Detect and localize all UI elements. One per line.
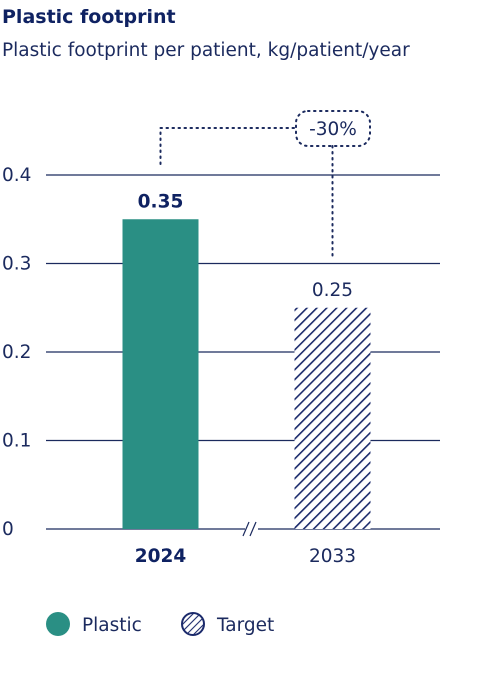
- legend-label: Target: [216, 615, 274, 636]
- y-tick-label: 0.2: [2, 342, 31, 363]
- data-label: 0.35: [138, 191, 184, 212]
- legend-swatch-target: [181, 612, 205, 636]
- chart-subtitle: Plastic footprint per patient, kg/patien…: [2, 40, 410, 61]
- bar-2033-target: [294, 307, 371, 529]
- bar-2024-plastic: [122, 219, 199, 529]
- y-tick-label: 0.4: [2, 165, 31, 186]
- y-tick-label: 0.3: [2, 254, 31, 275]
- annotation-badge: [295, 110, 371, 147]
- annotation-connector: [159, 127, 297, 165]
- y-tick-label: 0.1: [2, 431, 31, 452]
- axis-break-mark: [242, 521, 250, 537]
- legend-label: Plastic: [82, 615, 142, 636]
- x-tick-label: 2033: [309, 546, 356, 567]
- y-tick-label: 0: [2, 519, 14, 540]
- axis-break-mark: [249, 521, 257, 537]
- x-tick-label: 2024: [135, 546, 187, 567]
- legend-swatch-plastic: [46, 612, 70, 636]
- annotation-label: -30%: [309, 119, 357, 140]
- data-label: 0.25: [312, 280, 353, 301]
- chart-title: Plastic footprint: [2, 6, 176, 28]
